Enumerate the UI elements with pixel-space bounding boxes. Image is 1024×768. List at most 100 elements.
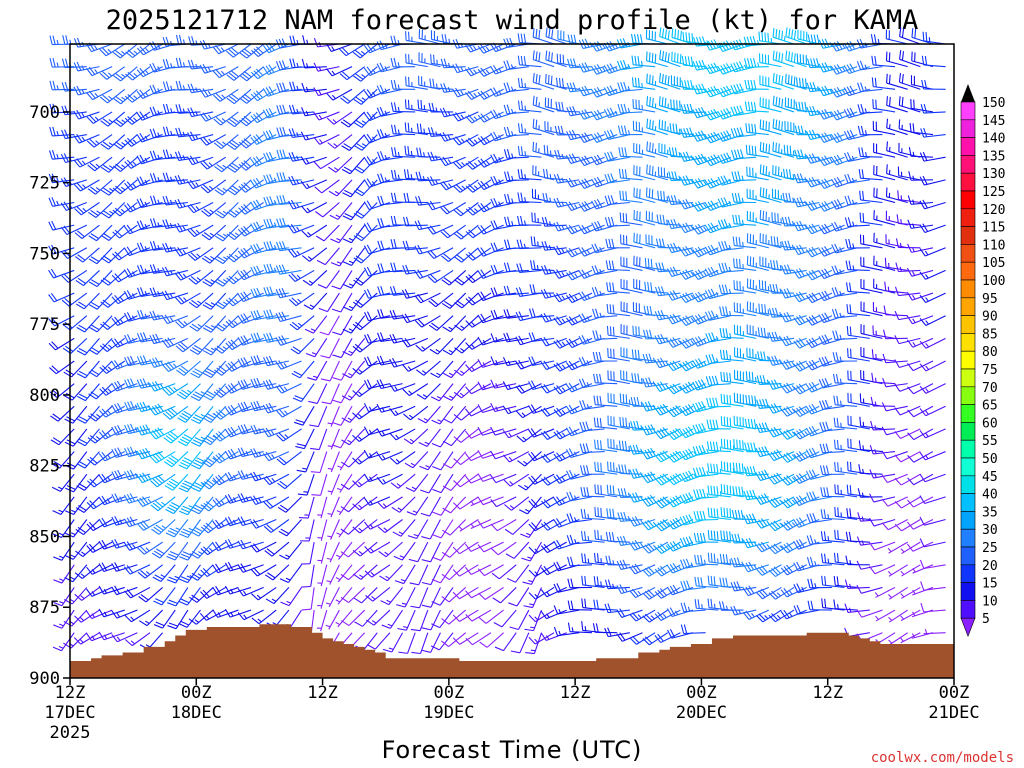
- credit-text[interactable]: coolwx.com/models: [871, 750, 1014, 766]
- wind-barb: [856, 609, 883, 618]
- wind-barb: [326, 66, 353, 77]
- wind-barb: [629, 586, 656, 599]
- wind-barb: [187, 179, 214, 190]
- wind-barb: [341, 134, 366, 151]
- wind-barb: [275, 335, 302, 346]
- wind-barb: [224, 448, 252, 460]
- wind-barb: [340, 111, 366, 128]
- wind-barb: [149, 310, 176, 321]
- wind-barb: [124, 111, 151, 125]
- wind-barb: [366, 632, 391, 650]
- wind-barb: [921, 55, 946, 68]
- wind-barb: [440, 83, 466, 93]
- terrain-fill: [70, 624, 954, 678]
- wind-barb: [846, 484, 870, 498]
- wind-barb: [541, 451, 567, 463]
- wind-barb: [553, 626, 580, 637]
- wind-barb: [593, 395, 618, 407]
- wind-barb: [165, 519, 189, 538]
- wind-barb: [342, 179, 366, 198]
- wind-barb: [250, 134, 277, 145]
- wind-barb: [768, 519, 795, 532]
- wind-barb: [453, 405, 479, 421]
- wind-barb: [745, 123, 769, 136]
- wind-barb: [894, 310, 921, 321]
- wind-barb: [733, 369, 757, 385]
- wind-barb: [907, 243, 934, 253]
- wind-barb: [768, 449, 795, 462]
- wind-barb: [452, 156, 479, 170]
- wind-barb: [490, 333, 517, 343]
- wind-barb: [454, 360, 479, 376]
- wind-barb: [279, 541, 302, 560]
- wind-barb: [912, 586, 934, 596]
- wind-barb: [667, 242, 694, 254]
- wind-barb: [532, 27, 555, 45]
- wind-barb: [161, 337, 189, 349]
- wind-barb: [831, 132, 858, 144]
- wind-barb: [49, 360, 75, 375]
- wind-barb: [311, 474, 328, 496]
- wind-barb: [719, 349, 744, 362]
- wind-barb: [780, 586, 807, 598]
- wind-barb: [667, 405, 694, 418]
- wind-barb: [199, 88, 226, 98]
- wind-barb: [831, 265, 858, 276]
- wind-barb: [189, 315, 214, 332]
- wind-barb: [919, 538, 946, 548]
- wind-barb: [846, 326, 870, 339]
- wind-barb: [620, 234, 643, 249]
- wind-barb: [845, 260, 870, 271]
- wind-barb: [73, 37, 100, 48]
- wind-barb: [645, 29, 668, 45]
- wind-barb: [416, 360, 441, 376]
- wind-barb: [199, 64, 226, 74]
- wind-barb: [646, 141, 668, 158]
- wind-barb: [414, 269, 441, 279]
- wind-barb: [414, 220, 441, 231]
- wind-barb: [607, 438, 630, 453]
- wind-barb: [508, 587, 530, 607]
- wind-barb: [717, 130, 744, 142]
- wind-barb: [389, 383, 416, 392]
- wind-barb: [821, 553, 845, 566]
- wind-barb: [452, 586, 479, 600]
- wind-barb: [300, 131, 327, 141]
- wind-barb: [465, 609, 492, 622]
- wind-barb: [820, 509, 845, 521]
- wind-barb: [646, 164, 668, 181]
- wind-barb: [821, 575, 845, 588]
- wind-barb: [832, 373, 858, 385]
- wind-barb: [515, 335, 542, 346]
- wind-barb: [780, 288, 807, 299]
- wind-barb: [604, 195, 630, 206]
- wind-barb: [868, 517, 896, 527]
- wind-barb: [364, 564, 391, 578]
- wind-barb: [920, 602, 946, 613]
- wind-barb: [478, 609, 504, 624]
- wind-barb: [124, 202, 151, 213]
- wind-barb: [402, 264, 428, 275]
- wind-barb: [746, 188, 769, 204]
- wind-barb: [919, 151, 946, 162]
- wind-barb: [818, 178, 845, 190]
- wind-barb: [341, 428, 366, 446]
- wind-barb: [340, 88, 366, 104]
- wind-barb: [680, 127, 706, 138]
- wind-barb: [190, 451, 214, 470]
- wind-barb: [201, 247, 227, 264]
- x-tick-label: 19DEC: [423, 703, 474, 723]
- wind-barb: [113, 134, 138, 150]
- wind-barb: [262, 451, 290, 462]
- wind-barb: [646, 73, 668, 90]
- wind-barb: [490, 519, 517, 532]
- wind-barb: [414, 244, 441, 255]
- wind-barb: [174, 151, 201, 162]
- wind-barb: [50, 428, 75, 446]
- y-tick-label: 875: [29, 598, 60, 618]
- wind-barb: [441, 541, 467, 558]
- wind-barb: [923, 628, 946, 635]
- wind-barb: [899, 50, 921, 68]
- wind-barb: [567, 600, 592, 611]
- wind-barb: [136, 447, 163, 460]
